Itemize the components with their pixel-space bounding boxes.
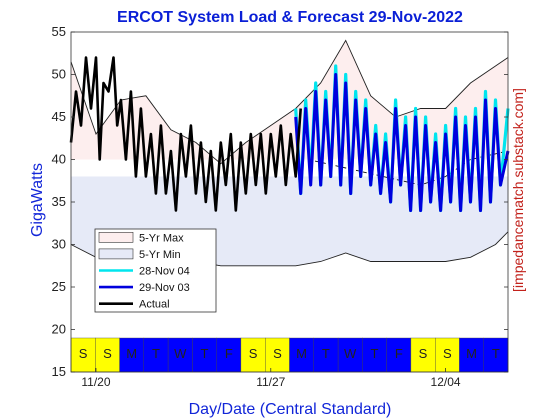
- day-band-cell: [386, 337, 412, 373]
- y-tick-label: 40: [52, 152, 66, 167]
- y-tick-label: 15: [52, 364, 66, 379]
- chart-title: ERCOT System Load & Forecast 29-Nov-2022: [117, 9, 463, 26]
- legend-swatch: [98, 232, 134, 243]
- legend-label: 28-Nov 04: [139, 266, 190, 278]
- day-band-cell: [95, 337, 120, 373]
- day-letter: S: [103, 346, 112, 361]
- plot-area: S S M T W T F S S M T W T F S S M T15202530354045505511/2…: [52, 24, 510, 389]
- day-letter: T: [371, 346, 379, 361]
- day-letter: T: [492, 346, 500, 361]
- day-letter: W: [174, 346, 187, 361]
- day-band-cell: [362, 337, 387, 373]
- day-band-cell: [459, 337, 484, 373]
- day-band-cell: [435, 337, 460, 373]
- x-tick-label: 11/20: [81, 375, 110, 389]
- legend-label: 5-Yr Max: [139, 232, 184, 244]
- x-axis-label: Day/Date (Central Standard): [189, 401, 392, 418]
- day-band-cell: [167, 337, 193, 373]
- day-letter: M: [296, 346, 307, 361]
- day-band-cell: [337, 337, 363, 373]
- y-axis-label: GigaWatts: [29, 163, 46, 237]
- x-tick-label: 12/04: [431, 375, 461, 389]
- day-letter: M: [466, 346, 477, 361]
- y-tick-label: 45: [52, 109, 66, 124]
- day-band-cell: [192, 337, 217, 373]
- day-band-cell: [289, 337, 314, 373]
- day-band-cell: [143, 337, 169, 373]
- day-letter: T: [322, 346, 330, 361]
- watermark-text: [impedancematch.substack.com]: [510, 88, 526, 292]
- day-letter: M: [126, 346, 137, 361]
- day-letter: F: [225, 346, 233, 361]
- day-letter: S: [419, 346, 428, 361]
- day-letter: F: [395, 346, 403, 361]
- y-tick-label: 20: [52, 322, 66, 337]
- day-band-cell: [313, 337, 339, 373]
- day-band-cell: [70, 337, 96, 373]
- series-forecast-29nov: [294, 73, 510, 212]
- day-letter: S: [273, 346, 282, 361]
- day-letter: T: [152, 346, 160, 361]
- legend-label: 29-Nov 03: [139, 282, 190, 294]
- y-tick-label: 50: [52, 67, 66, 82]
- day-letter: S: [79, 346, 88, 361]
- day-letter: S: [443, 346, 452, 361]
- y-tick-label: 35: [52, 194, 66, 209]
- day-letter: T: [201, 346, 209, 361]
- y-tick-label: 55: [52, 24, 66, 39]
- day-band-cell: [265, 337, 290, 373]
- day-letter: S: [249, 346, 258, 361]
- legend-label: 5-Yr Min: [139, 249, 181, 261]
- day-band-cell: [410, 337, 436, 373]
- legend-label: Actual: [139, 299, 170, 311]
- day-band-cell: [216, 337, 242, 373]
- y-tick-label: 30: [52, 237, 66, 252]
- x-tick-label: 11/27: [256, 375, 285, 389]
- day-band-cell: [483, 337, 509, 373]
- legend-swatch: [98, 248, 134, 260]
- y-tick-label: 25: [52, 279, 66, 294]
- series-actual: [69, 56, 302, 212]
- day-letter: W: [344, 346, 357, 361]
